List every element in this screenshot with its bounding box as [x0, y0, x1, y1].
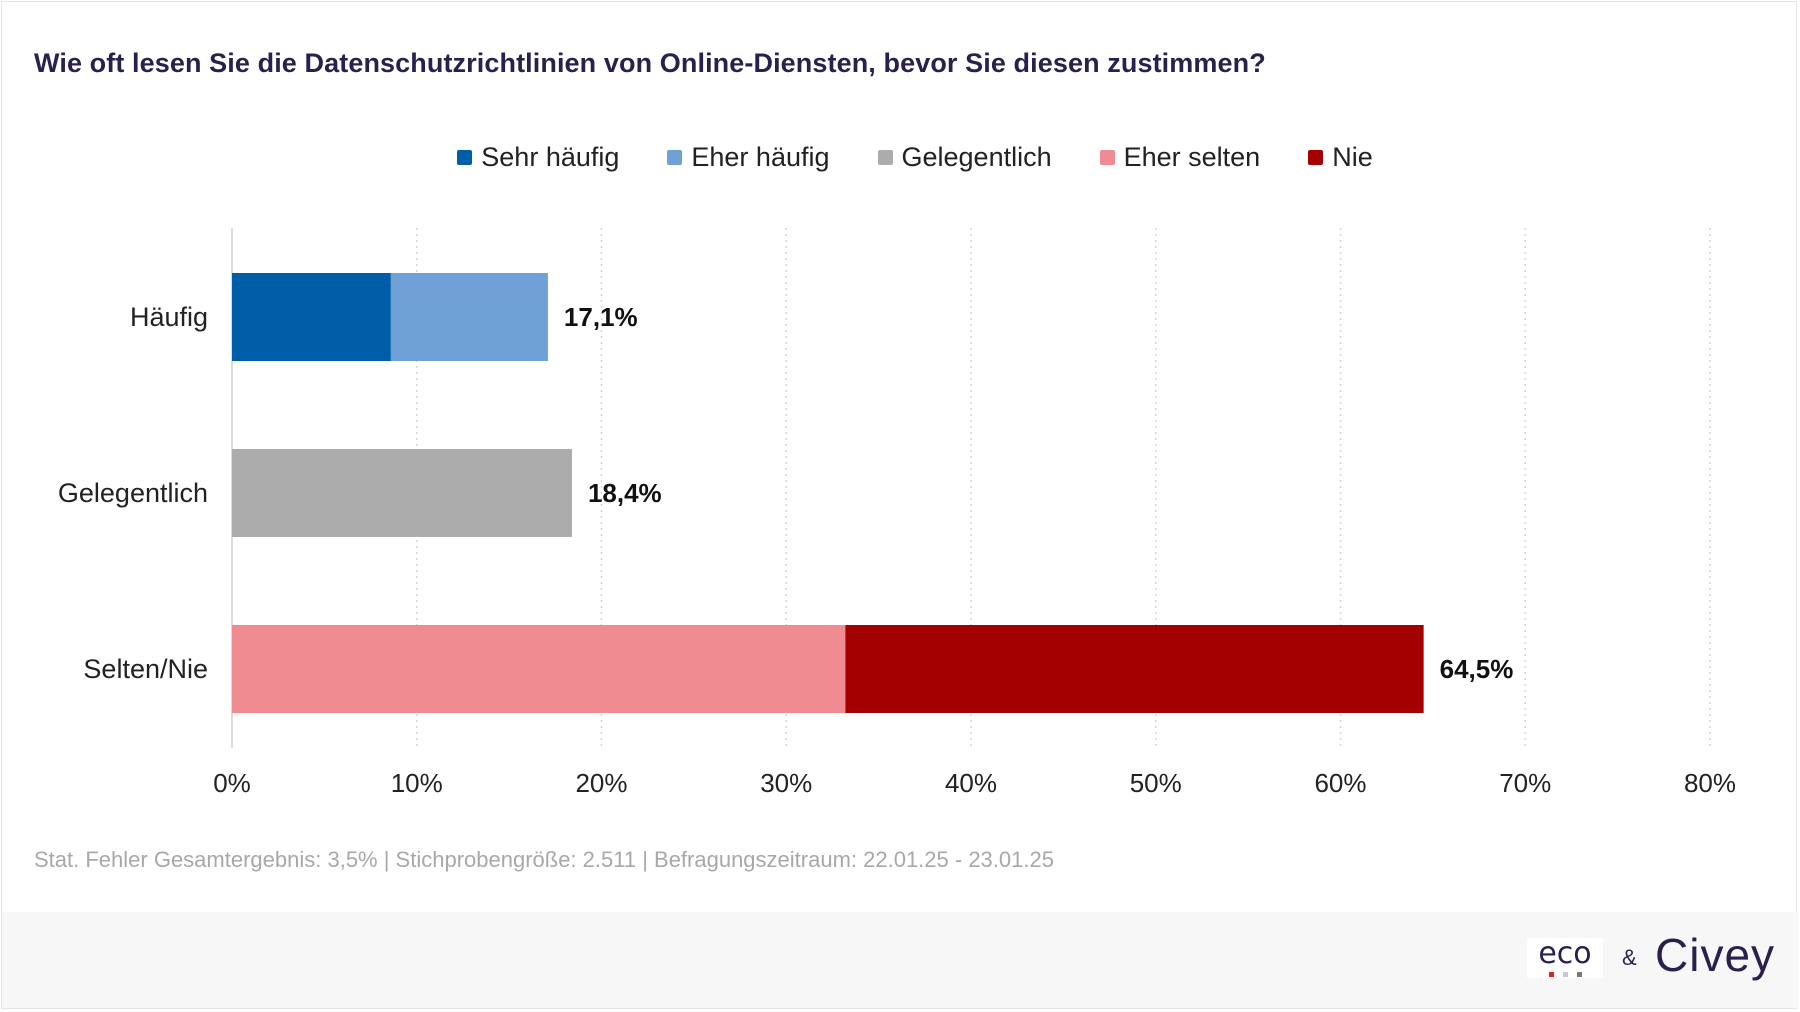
- legend-swatch-gelegentlich: [877, 150, 893, 165]
- category-label-2: Selten/Nie: [83, 654, 208, 684]
- total-label-0: 17,1%: [564, 302, 638, 332]
- eco-logo: eco: [1527, 938, 1603, 978]
- x-tick-label-30: 30%: [760, 768, 812, 798]
- chart-title: Wie oft lesen Sie die Datenschutzrichtli…: [34, 48, 1266, 78]
- category-label-1: Gelegentlich: [58, 478, 208, 508]
- x-tick-label-50: 50%: [1130, 768, 1182, 798]
- legend-label-nie: Nie: [1332, 142, 1373, 172]
- legend-item-eher-selten: Eher selten: [1099, 142, 1261, 173]
- x-tick-label-0: 0%: [213, 768, 251, 798]
- legend-swatch-nie: [1308, 150, 1324, 165]
- legend-swatch-eher-selten: [1099, 150, 1115, 165]
- legend-label-sehr-haeufig: Sehr häufig: [481, 142, 620, 172]
- x-tick-label-80: 80%: [1684, 768, 1736, 798]
- eco-dot-dark: [1576, 972, 1582, 977]
- x-tick-label-40: 40%: [945, 768, 997, 798]
- bar-0-series-1: [390, 273, 548, 361]
- civey-logo: Civey: [1655, 929, 1776, 981]
- x-tick-label-60: 60%: [1314, 768, 1366, 798]
- bar-1-series-2: [232, 449, 572, 537]
- legend-label-eher-haeufig: Eher häufig: [691, 142, 830, 172]
- category-label-0: Häufig: [130, 302, 208, 332]
- eco-dot-light: [1562, 972, 1568, 977]
- eco-dot-red: [1548, 972, 1554, 977]
- x-tick-label-20: 20%: [575, 768, 627, 798]
- total-label-1: 18,4%: [588, 478, 662, 508]
- bar-0-series-0: [232, 273, 391, 361]
- legend-item-eher-haeufig: Eher häufig: [667, 142, 830, 173]
- x-tick-label-10: 10%: [391, 768, 443, 798]
- bar-chart: 0% 10% 20% 30% 40% 50% 60% 70% 80% Häufig Gelegent…: [58, 228, 1736, 798]
- chart-legend: Sehr häufig Eher häufig Gelegentlich Ehe…: [0, 142, 1800, 173]
- legend-label-eher-selten: Eher selten: [1123, 142, 1261, 172]
- x-tick-label-70: 70%: [1499, 768, 1551, 798]
- eco-logo-dots: [1548, 972, 1582, 977]
- bar-2-series-3: [232, 625, 846, 713]
- legend-item-sehr-haeufig: Sehr häufig: [457, 142, 619, 173]
- legend-item-gelegentlich: Gelegentlich: [877, 142, 1052, 173]
- footer-band: [2, 912, 1798, 1008]
- brand-ampersand: &: [1622, 945, 1637, 970]
- legend-label-gelegentlich: Gelegentlich: [901, 142, 1052, 172]
- footnote: Stat. Fehler Gesamtergebnis: 3,5% | Stic…: [34, 847, 1054, 872]
- bar-2-series-4: [845, 625, 1424, 713]
- legend-swatch-eher-haeufig: [667, 150, 683, 165]
- legend-swatch-sehr-haeufig: [457, 150, 473, 165]
- eco-logo-text: eco: [1538, 936, 1592, 971]
- total-label-2: 64,5%: [1440, 654, 1514, 684]
- legend-item-nie: Nie: [1308, 142, 1373, 173]
